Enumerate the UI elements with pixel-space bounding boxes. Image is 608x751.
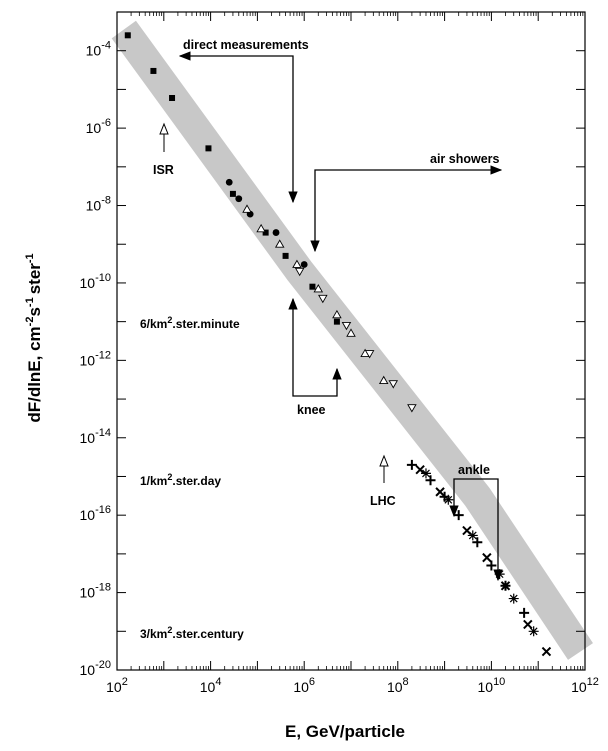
arrow-direct-measurements	[178, 51, 298, 204]
data-point-filled-circle	[300, 261, 308, 268]
data-point-filled-circle	[235, 195, 243, 203]
x-tick-label: 106	[293, 676, 315, 695]
data-point-asterisk	[420, 468, 431, 479]
annotation-rate-day: 1/km2.ster.day	[140, 472, 221, 488]
data-point-plus	[519, 607, 530, 618]
data-point-cross	[541, 646, 552, 657]
arrow-knee	[288, 297, 342, 397]
y-tick-label: 10-8	[86, 195, 111, 214]
data-point-cross	[482, 552, 492, 563]
data-point-filled-square	[229, 190, 236, 197]
data-point-asterisk	[443, 494, 454, 505]
annotation-ankle: ankle	[458, 463, 490, 477]
data-point-asterisk	[508, 593, 519, 604]
x-axis-title: E, GeV/particle	[285, 722, 405, 741]
data-point-plus	[453, 510, 464, 521]
data-point-cross	[435, 487, 445, 497]
data-point-filled-square	[150, 67, 157, 74]
data-point-plus	[486, 560, 497, 571]
fit-band	[111, 20, 593, 660]
data-point-open-triangle	[346, 328, 356, 337]
y-tick-label: 10-20	[80, 659, 111, 678]
y-tick-label: 10-10	[80, 272, 111, 291]
data-point-open-triangle	[378, 375, 389, 385]
data-point-open-triangle	[274, 239, 285, 248]
data-point-open-triangle	[292, 259, 302, 268]
annotation-knee: knee	[297, 403, 326, 417]
annotation-isr: ISR	[153, 163, 174, 177]
data-point-filled-square	[205, 145, 212, 152]
data-point-cross	[462, 525, 472, 536]
x-tick-label: 1010	[477, 676, 505, 695]
annotation-rate-minute: 6/km2.ster.minute	[140, 315, 240, 331]
data-point-filled-square	[333, 318, 340, 325]
arrow-air-showers	[310, 165, 503, 253]
data-point-asterisk	[494, 569, 505, 580]
data-point-plus	[406, 459, 417, 470]
data-point-asterisk	[528, 626, 539, 637]
annotation-air-showers: air showers	[430, 152, 500, 166]
data-point-filled-circle	[272, 229, 280, 236]
arrow-ankle	[449, 478, 503, 582]
y-tick-label: 10-6	[86, 117, 111, 136]
data-point-filled-square	[169, 94, 176, 101]
data-point-cross	[500, 581, 511, 591]
y-tick-label: 10-14	[80, 427, 111, 446]
x-tick-label: 104	[200, 676, 222, 695]
data-point-open-inverted-triangle	[364, 350, 375, 359]
y-axis-title: dF/dlnE, cm-2s-1ster-1	[24, 253, 44, 422]
x-tick-label: 1012	[571, 676, 599, 695]
arrow-lhc	[379, 454, 389, 483]
data-point-cross	[415, 464, 425, 475]
y-tick-label: 10-18	[80, 582, 111, 601]
data-point-filled-circle	[225, 178, 233, 186]
data-point-cross	[523, 619, 533, 630]
data-point-filled-square	[124, 32, 131, 39]
data-point-open-triangle	[256, 223, 266, 233]
data-point-open-triangle	[313, 284, 324, 293]
arrow-isr	[159, 122, 169, 152]
annotation-direct-measurements: direct measurements	[183, 38, 309, 52]
annotation-rate-century: 3/km2.ster.century	[140, 625, 244, 641]
y-tick-label: 10-16	[80, 504, 111, 523]
annotation-lhc: LHC	[370, 494, 396, 508]
y-tick-label: 10-4	[86, 40, 111, 59]
data-point-plus	[472, 537, 483, 548]
data-point-asterisk	[467, 530, 478, 541]
data-point-open-inverted-triangle	[294, 267, 305, 277]
data-point-open-inverted-triangle	[341, 321, 352, 331]
data-point-open-triangle	[242, 204, 252, 213]
x-tick-label: 102	[106, 676, 128, 695]
x-tick-label: 108	[387, 676, 409, 695]
data-point-plus	[425, 475, 436, 486]
data-point-open-inverted-triangle	[407, 404, 417, 413]
y-tick-label: 10-12	[80, 349, 111, 368]
data-point-filled-square	[262, 229, 269, 236]
data-point-filled-square	[282, 252, 289, 259]
data-point-open-inverted-triangle	[388, 380, 399, 389]
data-point-filled-square	[309, 283, 316, 290]
